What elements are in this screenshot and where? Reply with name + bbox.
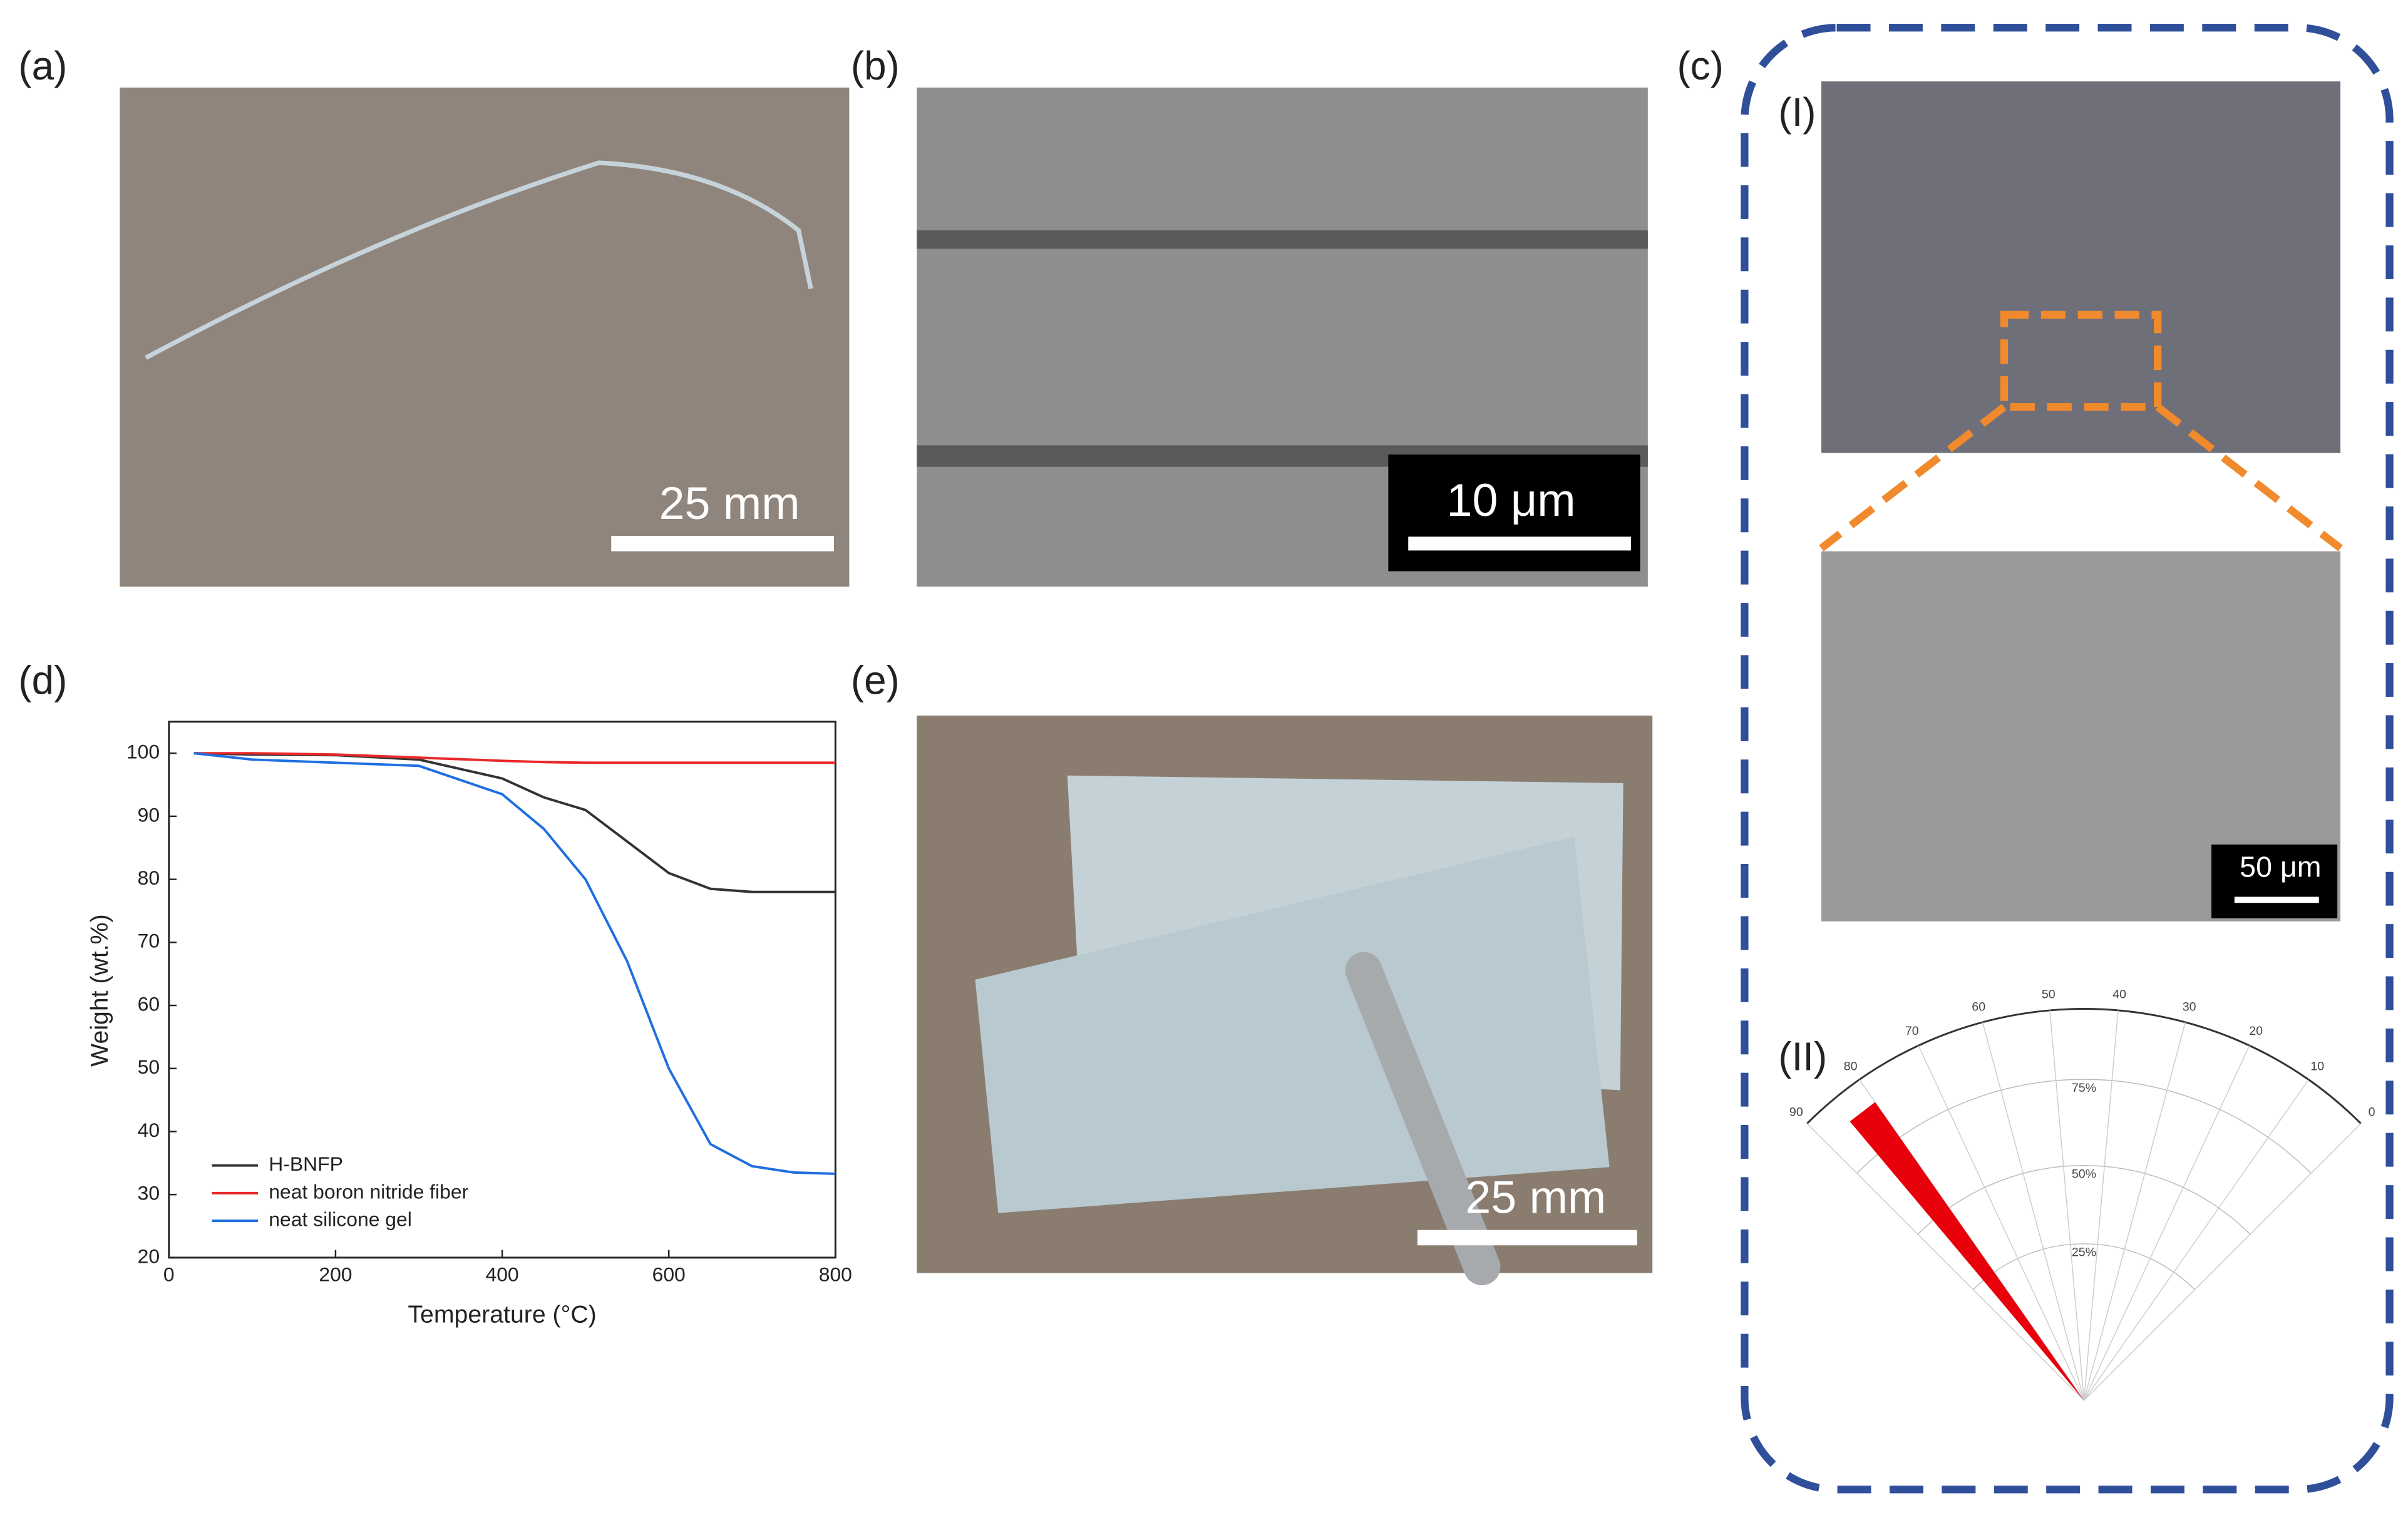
panel-label: (e): [851, 657, 900, 702]
series-line: [193, 752, 836, 764]
y-tick-label: 70: [138, 930, 160, 952]
scale-label: 10 μm: [1447, 474, 1576, 526]
sheet: [975, 836, 1610, 1213]
series-line: [193, 752, 836, 1175]
y-tick-label: 40: [138, 1119, 160, 1141]
polar-spoke: [2083, 1079, 2309, 1401]
polar-radius-label: 25%: [2072, 1246, 2096, 1260]
fiber: [145, 160, 813, 360]
y-tick-label: 90: [138, 803, 160, 826]
y-tick-label: 60: [138, 992, 160, 1015]
polar-spoke: [2083, 1022, 2186, 1401]
x-tick-label: 600: [652, 1263, 686, 1286]
scale-box: [1388, 454, 1640, 572]
frame: [1741, 24, 2394, 1494]
polar-radius-label: 75%: [2072, 1081, 2096, 1095]
legend-label: neat silicone gel: [269, 1208, 412, 1230]
scale-box: [2211, 845, 2338, 918]
y-tick-label: 50: [138, 1055, 160, 1078]
series-line: [193, 752, 836, 893]
panel-label: (II): [1778, 1034, 1827, 1079]
polar-spoke: [2083, 1010, 2119, 1401]
x-axis-title: Temperature (°C): [408, 1300, 596, 1328]
scale-label: 25 mm: [1465, 1171, 1606, 1223]
polar-angle-label: 60: [1972, 1000, 1985, 1014]
photo: [120, 87, 850, 587]
plot-frame: [168, 721, 836, 1259]
polar-wedge: [1850, 1102, 2084, 1400]
panel-label: (a): [18, 43, 67, 88]
y-tick-label: 20: [138, 1245, 160, 1267]
x-tick-label: 400: [485, 1263, 518, 1286]
polar-arc: [1917, 1165, 2251, 1235]
polar-spoke: [1806, 1123, 2084, 1401]
polar-spoke: [1982, 1022, 2085, 1401]
plot: 0 200 400 600 800 20 30 40 50 60 70 80 90 100 H-BNFP ne…: [126, 741, 852, 1286]
y-tick-label: 100: [126, 741, 160, 763]
polar-spoke: [2083, 1123, 2362, 1401]
polar-spoke: [1918, 1045, 2085, 1401]
panel-label: (d): [18, 657, 67, 702]
polar-spoke: [2049, 1010, 2085, 1401]
polar-angle-label: 70: [1905, 1024, 1919, 1038]
x-tick-label: 200: [319, 1263, 352, 1286]
polar-arc: [1806, 1008, 2362, 1124]
legend-label: H-BNFP: [269, 1153, 343, 1175]
panel-label: (c): [1677, 43, 1723, 88]
groove: [917, 230, 1648, 249]
optical-image: [1821, 81, 2341, 453]
polar-spoke: [1859, 1079, 2085, 1401]
zoom-line: [2155, 404, 2343, 552]
polar-arc: [1973, 1243, 2195, 1290]
x-tick-label: 0: [163, 1263, 175, 1286]
y-tick-label: 30: [138, 1182, 160, 1204]
polar-angle-label: 20: [2249, 1024, 2263, 1038]
y-axis-title: Weight (wt.%): [86, 914, 113, 1066]
polar-plot: 90 80 70 60 50 40 30 20 10 0 75% 50% 25%: [1789, 988, 2375, 1401]
zoom-box: [2000, 311, 2162, 411]
polar-radius-label: 50%: [2072, 1168, 2096, 1181]
polar-angle-label: 0: [2369, 1106, 2375, 1119]
polar-angle-label: 80: [1844, 1060, 1858, 1074]
polar-angle-label: 10: [2310, 1060, 2324, 1074]
panel-label: (I): [1778, 90, 1816, 135]
polar-angle-label: 30: [2183, 1000, 2196, 1014]
legend-label: neat boron nitride fiber: [269, 1180, 468, 1203]
panel-label: (b): [851, 43, 900, 88]
polar-arc: [1856, 1079, 2312, 1174]
zoom-line: [1819, 404, 2007, 552]
scale-label: 50 μm: [2240, 851, 2321, 883]
scale-label: 25 mm: [659, 477, 800, 529]
polar-angle-label: 40: [2112, 988, 2126, 1002]
polar-angle-label: 50: [2042, 988, 2056, 1002]
y-tick-label: 80: [138, 866, 160, 889]
x-tick-label: 800: [819, 1263, 852, 1286]
polar-spoke: [2083, 1045, 2250, 1401]
tweezers: [1345, 952, 1501, 1286]
polar-angle-label: 90: [1789, 1106, 1803, 1119]
